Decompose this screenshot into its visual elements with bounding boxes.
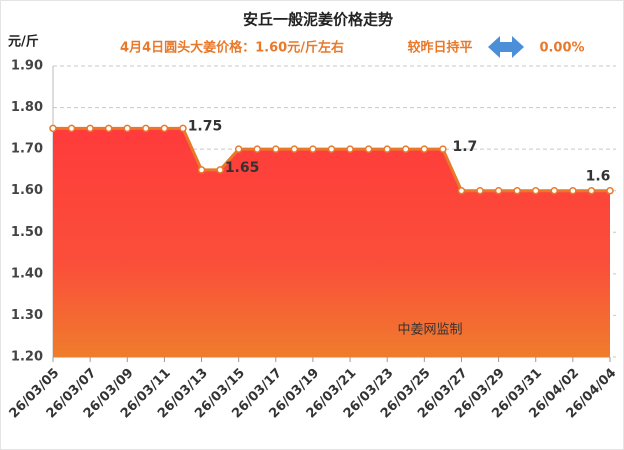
point-marker	[531, 186, 540, 195]
y-tick-label: 1.40	[11, 266, 43, 281]
point-marker	[160, 124, 169, 133]
y-tick-label: 1.20	[11, 350, 43, 365]
point-marker	[439, 145, 447, 153]
data-label: 1.65	[225, 160, 260, 176]
point-marker	[550, 186, 559, 195]
data-label: 1.7	[452, 139, 477, 155]
flat-arrow-icon	[488, 36, 524, 58]
change-text: 较昨日持平	[407, 40, 472, 56]
data-label: 1.6	[586, 169, 611, 185]
point-marker	[569, 186, 577, 195]
point-marker	[346, 145, 354, 153]
y-tick-label: 1.50	[11, 225, 43, 240]
point-marker	[290, 145, 299, 153]
point-marker	[86, 124, 94, 133]
point-marker	[234, 145, 243, 153]
point-marker	[104, 124, 113, 133]
point-marker	[457, 186, 466, 195]
point-marker	[420, 145, 429, 153]
point-marker	[494, 186, 503, 195]
chart-title: 安丘一般泥姜价格走势	[243, 11, 393, 29]
area	[53, 128, 610, 357]
point-marker	[197, 166, 206, 174]
y-tick-label: 1.30	[11, 308, 43, 323]
change-value: 0.00%	[539, 41, 584, 56]
point-marker	[67, 124, 76, 133]
point-marker	[402, 145, 410, 153]
y-axis-label: 元/斤	[8, 34, 39, 50]
point-marker	[476, 186, 484, 195]
point-marker	[216, 166, 224, 174]
y-tick-label: 1.80	[11, 100, 43, 115]
point-marker	[364, 145, 373, 153]
y-tick-label: 1.60	[11, 183, 43, 198]
point-marker	[383, 145, 391, 153]
data-label: 1.75	[188, 118, 223, 134]
y-tick-label: 1.70	[11, 142, 43, 157]
point-marker	[513, 186, 521, 195]
point-marker	[587, 186, 596, 195]
point-marker	[179, 124, 187, 133]
subtitle: 4月4日圆头大姜价格：1.60元/斤左右	[120, 40, 344, 56]
point-marker	[309, 145, 317, 153]
watermark: 中姜网监制	[397, 323, 462, 338]
point-marker	[327, 145, 336, 153]
point-marker	[253, 145, 261, 153]
point-marker	[272, 145, 280, 153]
point-marker	[142, 124, 150, 133]
y-tick-label: 1.90	[11, 59, 43, 74]
point-marker	[49, 124, 57, 133]
point-marker	[123, 124, 132, 133]
point-marker	[606, 186, 614, 195]
